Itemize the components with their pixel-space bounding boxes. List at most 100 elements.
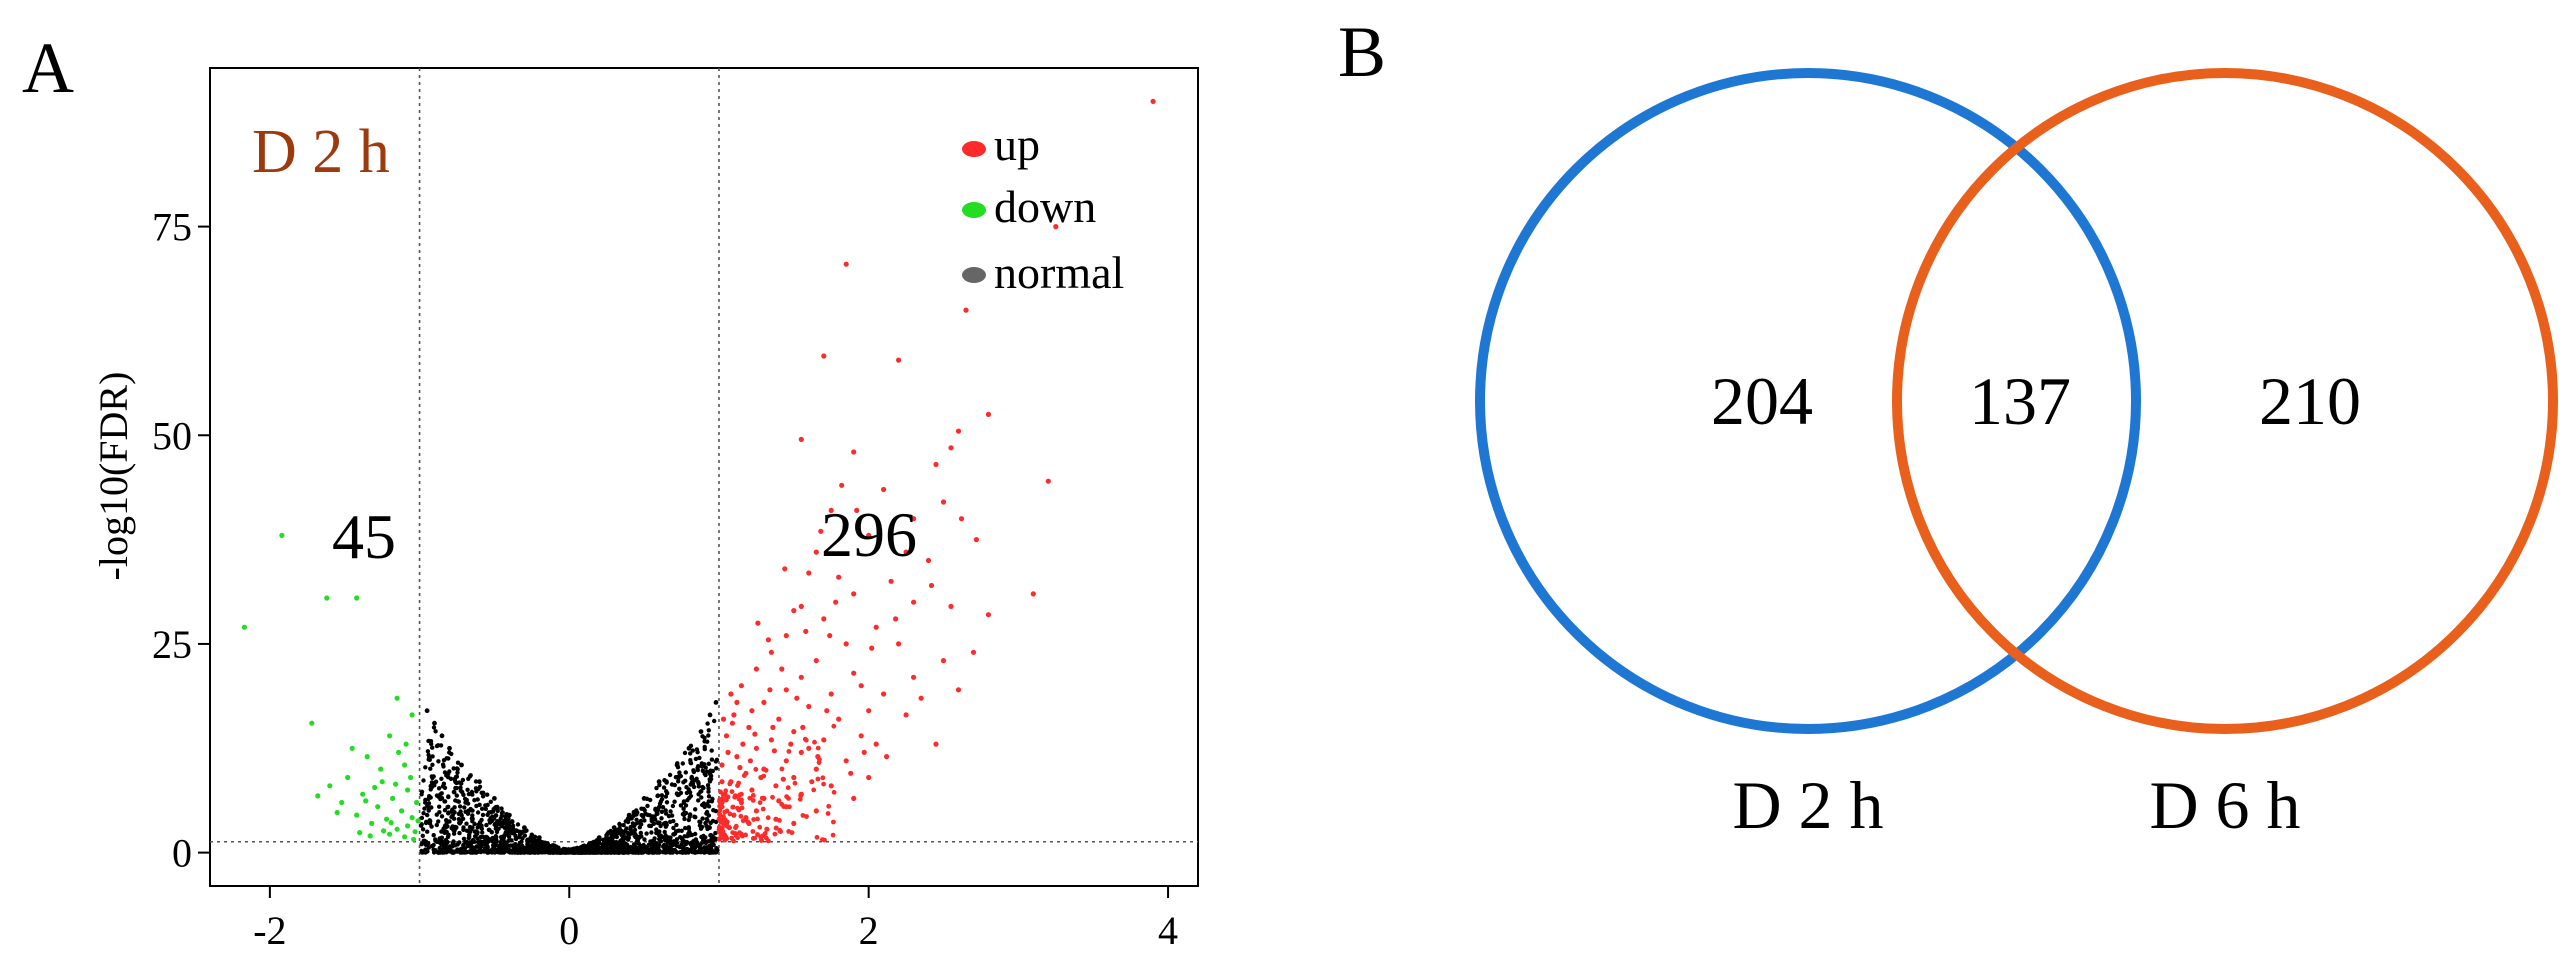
up-point <box>755 620 761 626</box>
normal-point <box>662 829 667 835</box>
normal-point <box>480 830 485 835</box>
normal-point <box>656 842 662 848</box>
normal-point <box>422 849 428 854</box>
up-point <box>776 716 782 722</box>
normal-point <box>505 817 510 823</box>
normal-point <box>506 847 512 852</box>
normal-point <box>657 782 662 788</box>
up-point <box>733 823 739 829</box>
normal-point <box>460 789 465 795</box>
up-point <box>925 557 932 564</box>
legend-label-down: down <box>994 181 1096 232</box>
normal-point <box>483 806 488 812</box>
normal-point <box>451 850 456 855</box>
normal-point <box>612 829 617 834</box>
normal-point <box>662 850 668 855</box>
normal-point <box>596 839 601 845</box>
up-point <box>798 749 804 756</box>
normal-point <box>423 800 428 805</box>
normal-point <box>691 769 697 775</box>
normal-point <box>503 814 508 819</box>
up-point <box>767 687 773 693</box>
up-points <box>716 98 1156 844</box>
down-point <box>408 774 414 781</box>
normal-point <box>680 761 685 766</box>
normal-point <box>467 849 473 854</box>
normal-point <box>426 841 431 846</box>
down-points <box>241 532 421 842</box>
up-point <box>806 570 812 576</box>
normal-point <box>489 818 495 824</box>
normal-point <box>472 821 477 827</box>
up-point <box>759 837 764 843</box>
normal-point <box>648 839 653 844</box>
normal-point <box>484 822 489 828</box>
up-point <box>750 829 756 834</box>
normal-point <box>714 846 719 851</box>
normal-point <box>453 798 458 803</box>
up-point <box>803 628 809 635</box>
normal-point <box>704 809 710 815</box>
legend-swatch-normal <box>962 267 986 283</box>
up-point <box>970 649 977 655</box>
up-point <box>985 411 992 417</box>
up-point <box>779 766 785 772</box>
up-point <box>753 766 759 772</box>
up-point <box>826 803 832 809</box>
up-point <box>963 307 969 313</box>
normal-point <box>692 850 697 855</box>
down-point <box>412 829 418 835</box>
up-point <box>903 549 909 555</box>
legend-label-normal: normal <box>994 247 1124 298</box>
normal-point <box>614 849 619 854</box>
up-point <box>800 724 806 731</box>
normal-point <box>446 794 451 799</box>
down-point <box>315 793 321 799</box>
up-point <box>815 776 821 782</box>
y-axis-label: -log10(FDR) <box>91 372 136 581</box>
up-point <box>884 754 890 760</box>
up-point <box>800 813 806 818</box>
normal-point <box>439 733 445 739</box>
normal-point <box>676 828 681 833</box>
normal-point <box>603 850 608 855</box>
up-point <box>831 723 837 729</box>
normal-point <box>431 842 436 848</box>
normal-point <box>436 794 441 799</box>
normal-point <box>499 806 504 811</box>
down-point <box>363 798 369 804</box>
up-point <box>732 794 738 800</box>
normal-point <box>519 839 524 844</box>
up-count-annotation: 296 <box>821 499 917 570</box>
normal-point <box>699 764 705 769</box>
up-point <box>718 789 723 795</box>
up-point <box>783 687 789 693</box>
normal-point <box>586 841 592 847</box>
normal-point <box>428 818 433 824</box>
normal-point <box>664 822 669 828</box>
up-point <box>757 800 763 805</box>
normal-point <box>672 799 677 804</box>
normal-point <box>520 843 525 849</box>
normal-point <box>462 846 468 851</box>
normal-point <box>499 835 504 841</box>
normal-point <box>492 796 497 801</box>
down-point <box>379 779 385 785</box>
up-point <box>798 674 804 680</box>
up-point <box>731 812 737 818</box>
up-point <box>866 708 872 714</box>
normal-point <box>444 829 449 835</box>
normal-point <box>631 846 637 851</box>
normal-point <box>608 828 613 834</box>
down-point <box>364 754 370 760</box>
normal-point <box>423 820 429 826</box>
normal-point <box>706 728 711 733</box>
normal-point <box>495 808 500 814</box>
normal-point <box>591 842 596 847</box>
normal-point <box>670 842 675 848</box>
normal-point <box>696 849 701 854</box>
normal-point <box>645 849 650 854</box>
normal-point <box>487 827 492 833</box>
normal-point <box>448 776 454 781</box>
normal-point <box>441 848 447 853</box>
